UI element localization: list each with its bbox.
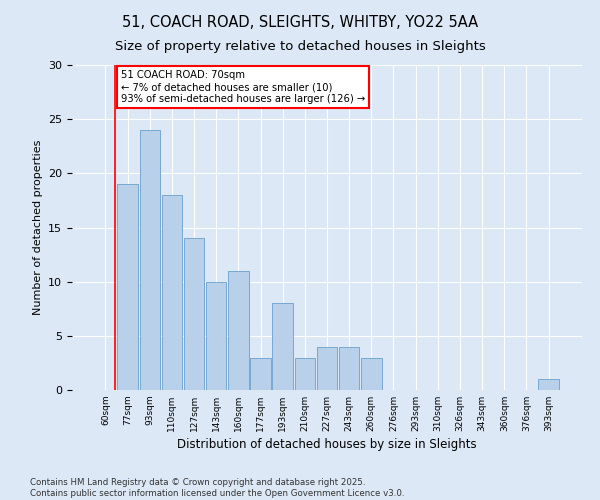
Bar	[295, 358, 315, 390]
Bar	[272, 304, 293, 390]
Bar	[317, 346, 337, 390]
Bar	[250, 358, 271, 390]
Bar	[206, 282, 226, 390]
Bar	[140, 130, 160, 390]
Bar	[361, 358, 382, 390]
Bar	[228, 271, 248, 390]
Bar	[339, 346, 359, 390]
Bar	[184, 238, 204, 390]
Text: 51 COACH ROAD: 70sqm
← 7% of detached houses are smaller (10)
93% of semi-detach: 51 COACH ROAD: 70sqm ← 7% of detached ho…	[121, 70, 365, 104]
Text: Contains HM Land Registry data © Crown copyright and database right 2025.
Contai: Contains HM Land Registry data © Crown c…	[30, 478, 404, 498]
Text: 51, COACH ROAD, SLEIGHTS, WHITBY, YO22 5AA: 51, COACH ROAD, SLEIGHTS, WHITBY, YO22 5…	[122, 15, 478, 30]
Y-axis label: Number of detached properties: Number of detached properties	[32, 140, 43, 315]
Bar	[538, 379, 559, 390]
Bar	[161, 195, 182, 390]
Bar	[118, 184, 138, 390]
Text: Size of property relative to detached houses in Sleights: Size of property relative to detached ho…	[115, 40, 485, 53]
X-axis label: Distribution of detached houses by size in Sleights: Distribution of detached houses by size …	[177, 438, 477, 451]
